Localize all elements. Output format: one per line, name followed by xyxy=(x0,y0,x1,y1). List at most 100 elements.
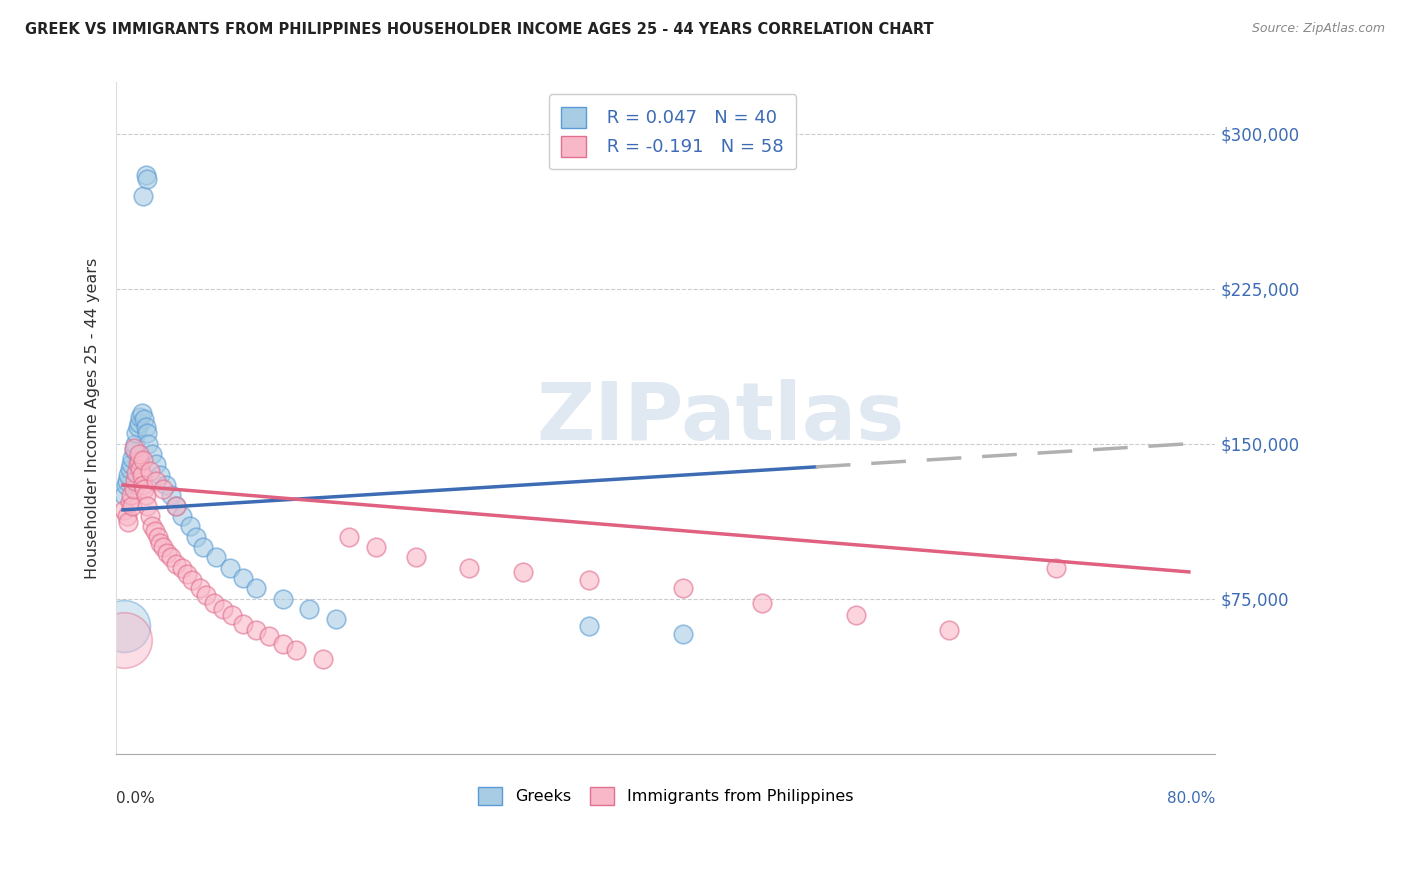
Point xyxy=(149,536,172,550)
Point xyxy=(141,519,163,533)
Point xyxy=(512,565,534,579)
Point xyxy=(179,519,201,533)
Point xyxy=(118,461,141,475)
Point xyxy=(122,482,145,496)
Point xyxy=(271,637,294,651)
Point xyxy=(156,546,179,560)
Point xyxy=(218,561,240,575)
Point xyxy=(135,499,157,513)
Point xyxy=(232,616,254,631)
Point xyxy=(114,478,136,492)
Point xyxy=(145,458,167,472)
Point xyxy=(259,629,281,643)
Point xyxy=(145,474,167,488)
Point xyxy=(118,494,141,508)
Point xyxy=(143,524,166,538)
Point xyxy=(221,608,243,623)
Point xyxy=(112,633,135,648)
Point xyxy=(129,409,152,424)
Point xyxy=(181,573,204,587)
Point xyxy=(128,416,150,430)
Point xyxy=(671,627,693,641)
Point xyxy=(170,509,193,524)
Point xyxy=(132,188,155,202)
Point xyxy=(125,466,148,480)
Point xyxy=(122,442,145,457)
Point xyxy=(120,488,142,502)
Point xyxy=(146,530,169,544)
Point xyxy=(121,499,143,513)
Point xyxy=(135,426,157,441)
Point xyxy=(191,540,214,554)
Point xyxy=(312,652,335,666)
Point xyxy=(194,588,217,602)
Point xyxy=(186,530,208,544)
Text: ZIPatlas: ZIPatlas xyxy=(537,379,905,457)
Point xyxy=(405,550,427,565)
Point xyxy=(160,488,183,502)
Point xyxy=(245,623,267,637)
Point xyxy=(751,596,773,610)
Point xyxy=(202,596,225,610)
Point xyxy=(134,412,156,426)
Point xyxy=(125,426,148,441)
Point xyxy=(131,406,153,420)
Point xyxy=(1045,561,1067,575)
Point xyxy=(188,582,211,596)
Point xyxy=(112,488,135,502)
Point xyxy=(285,643,308,657)
Point xyxy=(364,540,387,554)
Point xyxy=(325,612,347,626)
Point xyxy=(176,566,198,581)
Point xyxy=(152,482,174,496)
Text: GREEK VS IMMIGRANTS FROM PHILIPPINES HOUSEHOLDER INCOME AGES 25 - 44 YEARS CORRE: GREEK VS IMMIGRANTS FROM PHILIPPINES HOU… xyxy=(25,22,934,37)
Point xyxy=(845,608,868,623)
Point xyxy=(117,516,139,530)
Point xyxy=(135,172,157,186)
Text: 80.0%: 80.0% xyxy=(1167,791,1216,805)
Point xyxy=(127,420,149,434)
Point xyxy=(128,453,150,467)
Point xyxy=(165,499,187,513)
Point xyxy=(165,557,187,571)
Point xyxy=(165,499,187,513)
Point xyxy=(120,458,142,472)
Point xyxy=(136,436,159,450)
Point xyxy=(128,447,150,461)
Point xyxy=(138,509,160,524)
Point xyxy=(115,509,138,524)
Point xyxy=(149,467,172,482)
Point xyxy=(121,451,143,466)
Text: Source: ZipAtlas.com: Source: ZipAtlas.com xyxy=(1251,22,1385,36)
Point xyxy=(298,602,321,616)
Point xyxy=(132,453,155,467)
Point xyxy=(127,458,149,472)
Point xyxy=(671,582,693,596)
Point xyxy=(135,488,157,502)
Point xyxy=(205,550,228,565)
Text: 0.0%: 0.0% xyxy=(117,791,155,805)
Point xyxy=(112,618,135,632)
Point xyxy=(135,420,157,434)
Point xyxy=(112,503,135,517)
Point xyxy=(271,591,294,606)
Legend: Greeks, Immigrants from Philippines: Greeks, Immigrants from Philippines xyxy=(470,779,862,814)
Point xyxy=(578,573,600,587)
Point xyxy=(458,561,481,575)
Point xyxy=(212,602,235,616)
Point xyxy=(232,571,254,585)
Point xyxy=(141,447,163,461)
Point xyxy=(160,550,183,565)
Point xyxy=(129,461,152,475)
Point xyxy=(339,530,361,544)
Point xyxy=(170,561,193,575)
Point xyxy=(124,436,146,450)
Point xyxy=(138,464,160,478)
Point xyxy=(131,467,153,482)
Point xyxy=(152,540,174,554)
Point xyxy=(245,582,267,596)
Point xyxy=(134,482,156,496)
Point xyxy=(122,441,145,455)
Y-axis label: Householder Income Ages 25 - 44 years: Householder Income Ages 25 - 44 years xyxy=(86,257,100,579)
Point xyxy=(117,467,139,482)
